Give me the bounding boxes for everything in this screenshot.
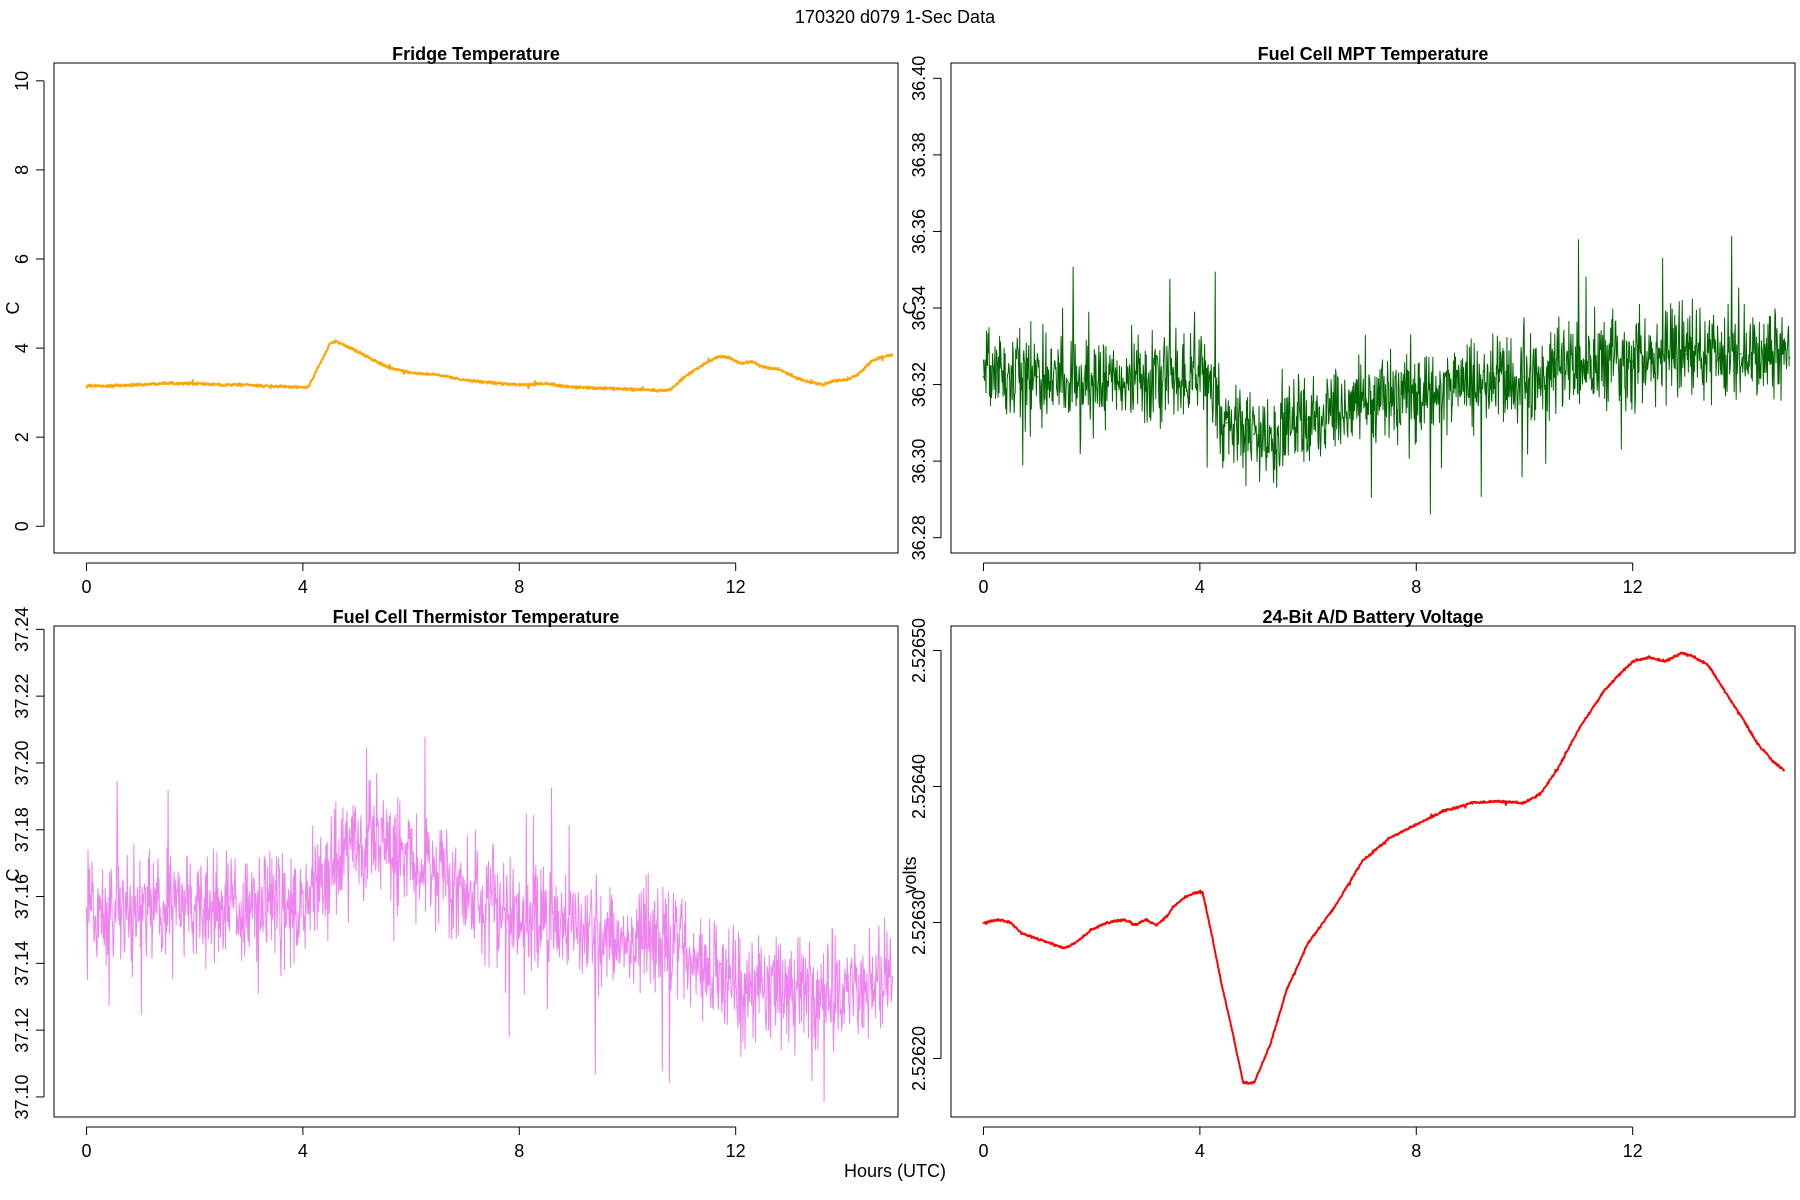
x-tick-label: 0 [978,1141,988,1161]
data-point [1036,376,1039,378]
data-point [680,945,683,948]
y-tick-label: 36.40 [909,56,929,101]
y-tick-label: 37.16 [12,874,32,919]
panel-fuel-cell-thermistor-temperature: Fuel Cell Thermistor Temperature C 0 4 8 12… [3,607,899,1161]
y-tick-label: 2 [12,432,32,442]
series-line [982,651,1785,1085]
data-point [1740,353,1742,355]
y-tick-label: 37.14 [12,941,32,986]
figure-x-axis-label: Hours (UTC) [844,1161,946,1181]
x-tick-label: 12 [726,1141,746,1161]
x-tick-label: 12 [1623,577,1643,597]
panel-fuel-cell-mpt-temperature: Fuel Cell MPT Temperature C 0 4 8 12 36.28 36… [900,44,1796,597]
y-tick-label: 37.10 [12,1074,32,1119]
plot-frame [53,625,899,1118]
y-tick-label: 8 [12,165,32,175]
data-point [1226,422,1228,424]
x-tick-label: 8 [1411,1141,1421,1161]
y-tick-label: 37.20 [12,740,32,785]
y-tick-label: 37.22 [12,674,32,719]
panel-battery-voltage: 24-Bit A/D Battery Voltage volts 0 4 8 12 2.… [900,607,1796,1161]
y-tick-label: 37.24 [12,607,32,652]
y-axis-label: C [900,302,920,315]
y-tick-label: 2.52630 [909,890,929,955]
x-tick-label: 0 [81,1141,91,1161]
y-tick-label: 2.52650 [909,618,929,683]
y-tick-label: 37.18 [12,807,32,852]
plot-frame [53,62,899,554]
panel-title: Fuel Cell Thermistor Temperature [333,607,620,627]
y-tick-label: 10 [12,71,32,91]
series-line [85,339,894,393]
x-tick-label: 8 [514,1141,524,1161]
x-tick-label: 4 [298,1141,308,1161]
x-tick-label: 0 [81,577,91,597]
panel-title: Fridge Temperature [392,44,560,64]
panel-title: Fuel Cell MPT Temperature [1258,44,1489,64]
y-tick-label: 36.32 [909,362,929,407]
x-tick-label: 8 [1411,577,1421,597]
y-tick-label: 0 [12,521,32,531]
panel-title: 24-Bit A/D Battery Voltage [1262,607,1483,627]
y-tick-label: 6 [12,254,32,264]
x-tick-label: 12 [1623,1141,1643,1161]
y-axis-label: C [3,869,23,882]
y-tick-label: 36.38 [909,132,929,177]
data-point [1253,433,1255,436]
x-tick-label: 0 [978,577,988,597]
x-tick-label: 12 [726,577,746,597]
x-tick-label: 8 [514,577,524,597]
y-tick-label: 36.36 [909,209,929,254]
y-axis-label: volts [900,856,920,893]
y-axis-label: C [3,302,23,315]
y-tick-label: 4 [12,343,32,353]
x-tick-label: 4 [298,577,308,597]
series-line [85,736,894,1103]
y-tick-label: 36.30 [909,439,929,484]
y-tick-label: 37.12 [12,1008,32,1053]
x-tick-label: 4 [1195,1141,1205,1161]
figure-title: 170320 d079 1-Sec Data [795,7,996,27]
plot-frame [950,62,1796,554]
y-tick-label: 36.28 [909,515,929,560]
y-tick-label: 36.34 [909,285,929,330]
y-tick-label: 2.52620 [909,1026,929,1091]
series-line [982,235,1791,515]
plot-frame [950,625,1796,1118]
panel-fridge-temperature: Fridge Temperature C 0 4 8 12 0 2 4 6 8 10 [3,44,899,597]
x-tick-label: 4 [1195,577,1205,597]
y-tick-label: 2.52640 [909,754,929,819]
